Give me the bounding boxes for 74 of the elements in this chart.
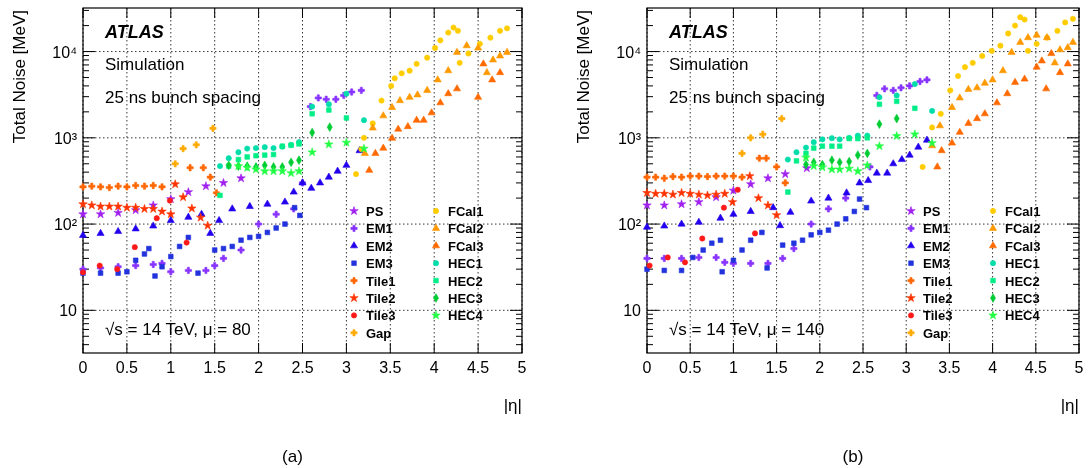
legend-label: FCal1 [448, 204, 484, 219]
x-tick-label: 2 [254, 359, 264, 376]
legend-label: FCal3 [1005, 238, 1041, 254]
x-tick-label: 1.5 [203, 359, 226, 376]
y-tick-label: 10⁴ [616, 43, 642, 61]
x-tick-label: 0 [642, 359, 652, 376]
annotation: 25 ns bunch spacing [669, 88, 825, 107]
x-tick-label: 5 [517, 359, 527, 376]
x-tick-label: 3.5 [938, 359, 961, 376]
legend-label: Tile2 [923, 291, 953, 306]
legend-label: HEC3 [1005, 291, 1040, 306]
x-tick-label: 0.5 [115, 359, 139, 376]
legend-label: HEC4 [448, 308, 484, 324]
annotation: ATLAS [668, 22, 728, 42]
y-tick-label: 10² [617, 216, 642, 234]
text: (a) [282, 447, 303, 466]
x-tick-label: 5 [1074, 359, 1084, 376]
legend-label: Tile2 [366, 291, 396, 306]
legend-label: PS [366, 204, 384, 219]
legend-label: Tile1 [923, 273, 953, 289]
annotation: Simulation [669, 55, 749, 74]
legend-label: Gap [923, 325, 949, 341]
annotation: √s = 14 TeV, μ = 80 [105, 320, 251, 339]
y-tick-label: 10³ [617, 129, 642, 147]
x-tick-label: 0.5 [679, 359, 702, 376]
x-tick-label: 1.5 [765, 359, 788, 376]
annotation: Simulation [105, 55, 185, 74]
legend-label: FCal1 [1005, 204, 1041, 219]
x-tick-label: 1 [166, 359, 176, 376]
x-axis-title: |η| [503, 396, 522, 415]
x-tick-label: 3 [901, 359, 911, 376]
legend-label: EM2 [366, 238, 393, 254]
legend-label: HEC4 [1005, 308, 1041, 324]
legend-label: HEC1 [1005, 256, 1040, 272]
x-tick-label: 4.5 [1024, 359, 1048, 376]
legend-label: Tile1 [366, 273, 396, 289]
y-axis-title: Total Noise [MeV] [10, 10, 29, 144]
legend-label: FCal2 [1005, 221, 1041, 237]
x-tick-label: 3.5 [379, 359, 402, 376]
annotation: 25 ns bunch spacing [105, 88, 261, 107]
y-tick-label: 10 [59, 302, 78, 320]
legend-label: FCal2 [448, 221, 484, 237]
legend-label: PS [923, 204, 941, 219]
x-tick-label: 4 [988, 359, 998, 376]
legend-label: EM3 [923, 256, 950, 272]
legend-label: HEC3 [448, 291, 483, 306]
x-tick-label: 2.5 [291, 359, 314, 376]
legend-label: Gap [366, 325, 392, 341]
legend-label: FCal3 [448, 238, 484, 254]
legend-label: EM1 [923, 221, 950, 237]
x-axis-title: |η| [1060, 396, 1079, 415]
y-tick-label: 10² [53, 216, 78, 234]
x-tick-label: 0 [78, 359, 88, 376]
text: (b) [842, 447, 864, 466]
x-tick-label: 2.5 [851, 359, 875, 376]
annotation: ATLAS [104, 22, 164, 42]
x-tick-label: 2 [815, 359, 825, 376]
legend-label: HEC1 [448, 256, 483, 272]
y-tick-label: 10⁴ [52, 43, 78, 61]
legend-label: Tile3 [366, 308, 396, 324]
x-tick-label: 4 [429, 359, 439, 376]
legend-label: Tile3 [923, 308, 953, 324]
legend-label: EM2 [923, 238, 950, 254]
x-tick-label: 3 [341, 359, 351, 376]
legend-label: EM1 [366, 221, 393, 237]
y-tick-label: 10³ [53, 129, 78, 147]
legend-label: HEC2 [448, 273, 483, 289]
annotation: √s = 14 TeV, μ = 140 [669, 320, 825, 339]
y-tick-label: 10 [623, 302, 642, 320]
y-axis-title: Total Noise [MeV] [574, 10, 593, 144]
x-tick-label: 4.5 [466, 359, 490, 376]
x-tick-label: 1 [728, 359, 738, 376]
legend-label: EM3 [366, 256, 393, 272]
legend-label: HEC2 [1005, 273, 1040, 289]
